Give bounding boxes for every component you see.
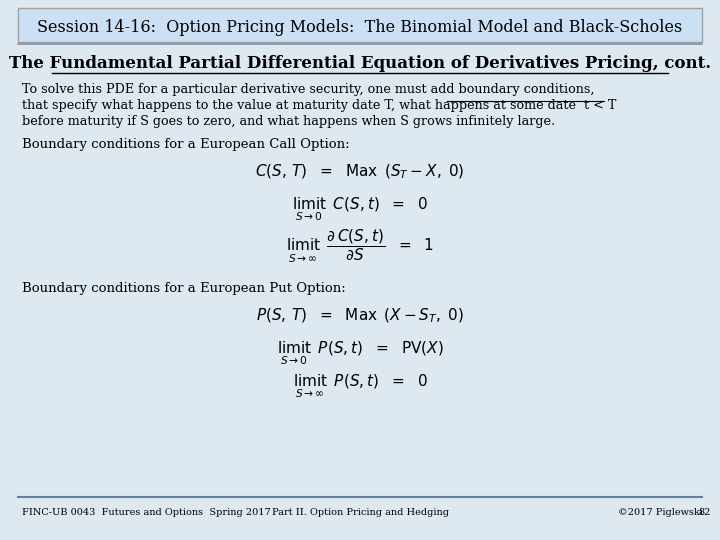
- Text: that specify what happens to the value at maturity date T, what happens at some : that specify what happens to the value a…: [22, 99, 616, 112]
- Text: The Fundamental Partial Differential Equation of Derivatives Pricing, cont.: The Fundamental Partial Differential Equ…: [9, 56, 711, 72]
- Text: Boundary conditions for a European Call Option:: Boundary conditions for a European Call …: [22, 138, 350, 151]
- Text: $C(S,\,T)\ \ =\ \ \mathrm{Max}\ \,(S_T - X,\;0)$: $C(S,\,T)\ \ =\ \ \mathrm{Max}\ \,(S_T -…: [256, 163, 464, 181]
- Text: $\underset{S\to\infty}{\mathrm{limit}}\ \,P(S,t)\ \ =\ \ 0$: $\underset{S\to\infty}{\mathrm{limit}}\ …: [292, 373, 428, 400]
- Text: $P(S,\,T)\ \ =\ \ \mathrm{Max}\ \,(X - S_T,\;0)$: $P(S,\,T)\ \ =\ \ \mathrm{Max}\ \,(X - S…: [256, 307, 464, 326]
- Text: $\underset{S\to\infty}{\mathrm{limit}}\ \,\dfrac{\partial\,C(S,t)}{\partial S}\ : $\underset{S\to\infty}{\mathrm{limit}}\ …: [286, 228, 434, 265]
- Text: FINC-UB 0043  Futures and Options  Spring 2017: FINC-UB 0043 Futures and Options Spring …: [22, 508, 271, 517]
- FancyBboxPatch shape: [18, 8, 702, 42]
- Text: $\underset{S\to 0}{\mathrm{limit}}\ \,C(S,t)\ \ =\ \ 0$: $\underset{S\to 0}{\mathrm{limit}}\ \,C(…: [292, 196, 428, 223]
- Text: Part II. Option Pricing and Hedging: Part II. Option Pricing and Hedging: [271, 508, 449, 517]
- Text: To solve this PDE for a particular derivative security, one must add boundary co: To solve this PDE for a particular deriv…: [22, 83, 595, 96]
- Text: ©2017 Piglewski: ©2017 Piglewski: [618, 508, 703, 517]
- Text: Session 14-16:  Option Pricing Models:  The Binomial Model and Black-Scholes: Session 14-16: Option Pricing Models: Th…: [37, 18, 683, 36]
- Text: before maturity if S goes to zero, and what happens when S grows infinitely larg: before maturity if S goes to zero, and w…: [22, 115, 555, 128]
- Text: Boundary conditions for a European Put Option:: Boundary conditions for a European Put O…: [22, 282, 346, 295]
- Text: $\underset{S\to 0}{\mathrm{limit}}\ \,P(S,t)\ \ =\ \ \mathrm{PV}(X)$: $\underset{S\to 0}{\mathrm{limit}}\ \,P(…: [276, 340, 444, 367]
- Text: 82: 82: [698, 508, 711, 517]
